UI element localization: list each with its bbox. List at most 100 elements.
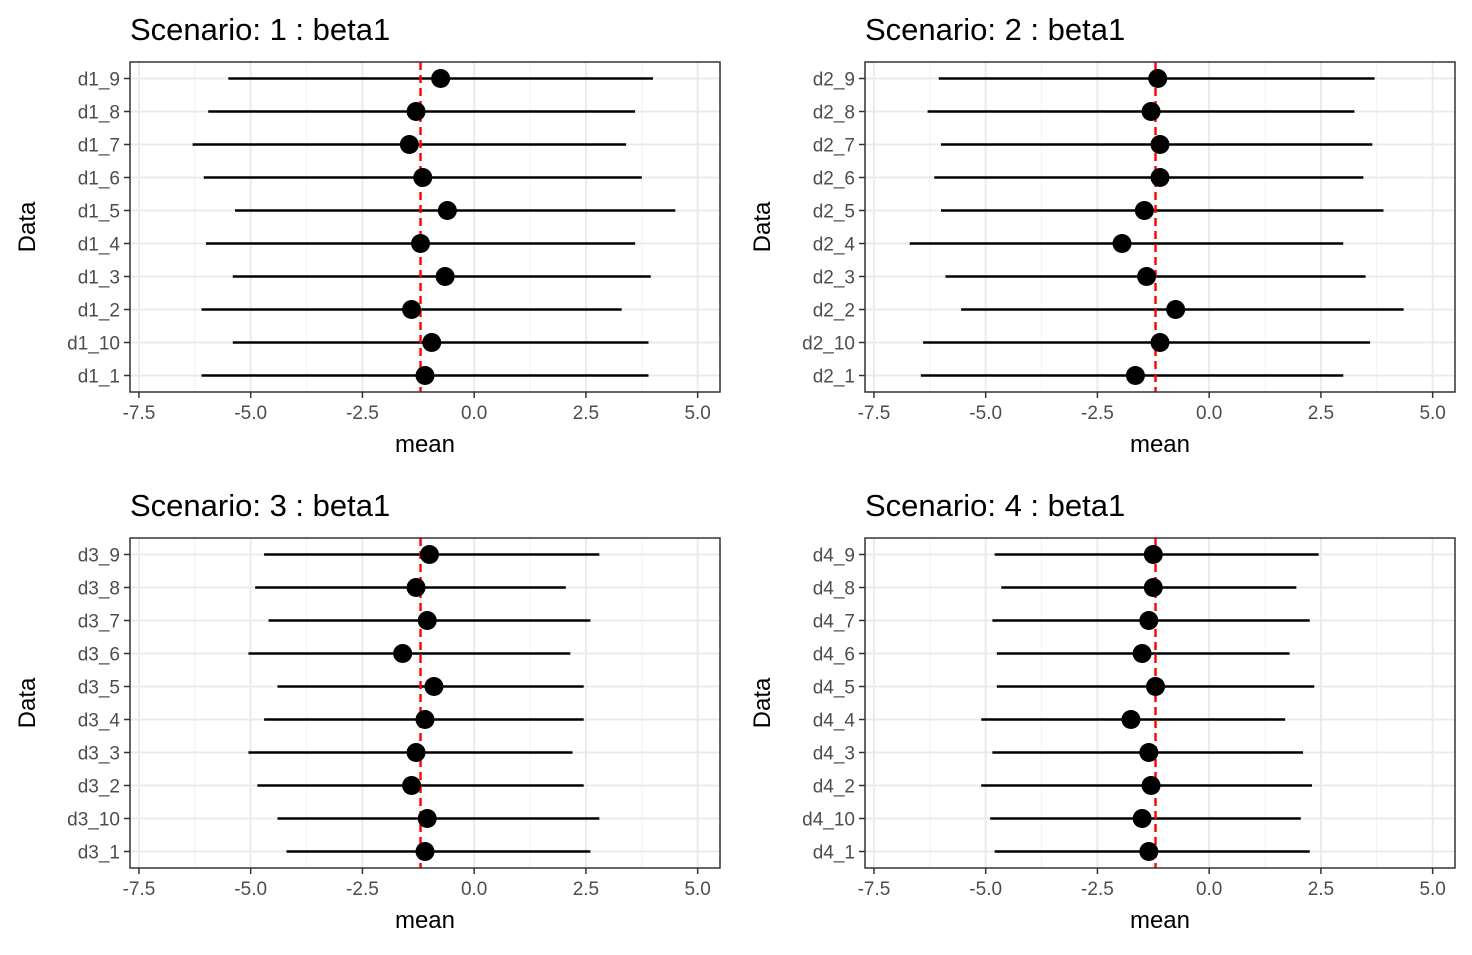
panel-border bbox=[864, 61, 1456, 393]
x-tick-label: 0.0 bbox=[461, 879, 487, 900]
mean-point-d2_1 bbox=[1125, 366, 1145, 385]
x-tick-label: 5.0 bbox=[1419, 879, 1445, 900]
mean-point-d3_2 bbox=[402, 776, 422, 795]
y-tick-label: d3_8 bbox=[78, 579, 120, 600]
mean-point-d3_6 bbox=[393, 644, 413, 663]
y-tick-label: d4_4 bbox=[813, 711, 856, 732]
y-tick-label: d3_2 bbox=[78, 777, 120, 798]
mean-point-d2_2 bbox=[1166, 300, 1186, 319]
y-tick-label: d4_8 bbox=[813, 579, 855, 600]
mean-point-d1_5 bbox=[437, 201, 457, 220]
y-tick-label: d1_3 bbox=[78, 268, 120, 289]
mean-point-d1_8 bbox=[406, 102, 426, 121]
mean-point-d4_8 bbox=[1143, 578, 1163, 597]
y-axis-title: Data bbox=[749, 677, 776, 728]
x-tick-label: -5.0 bbox=[234, 879, 267, 900]
y-tick-label: d2_8 bbox=[813, 103, 855, 124]
y-tick-label: d4_1 bbox=[813, 843, 855, 864]
x-tick-label: -7.5 bbox=[858, 879, 891, 900]
x-tick-label: -5.0 bbox=[969, 879, 1002, 900]
mean-point-d4_9 bbox=[1143, 545, 1163, 564]
y-tick-label: d4_10 bbox=[802, 810, 855, 831]
x-tick-label: 2.5 bbox=[1308, 403, 1334, 424]
x-tick-label: -2.5 bbox=[346, 879, 379, 900]
mean-point-d3_5 bbox=[424, 677, 444, 696]
x-tick-label: -2.5 bbox=[1081, 879, 1114, 900]
y-tick-label: d1_8 bbox=[78, 103, 120, 124]
x-tick-label: 0.0 bbox=[1196, 403, 1222, 424]
y-tick-label: d3_3 bbox=[78, 744, 120, 765]
y-axis-title: Data bbox=[14, 201, 41, 252]
panel-border bbox=[129, 537, 721, 869]
panel-title: Scenario: 1 : beta1 bbox=[130, 12, 390, 47]
mean-point-d1_4 bbox=[411, 234, 431, 253]
mean-point-d3_4 bbox=[415, 710, 435, 729]
mean-point-d2_10 bbox=[1150, 333, 1170, 352]
x-tick-label: 0.0 bbox=[1196, 879, 1222, 900]
y-tick-label: d1_7 bbox=[78, 136, 120, 157]
mean-point-d3_9 bbox=[419, 545, 439, 564]
y-tick-label: d1_9 bbox=[78, 70, 120, 91]
mean-point-d2_9 bbox=[1148, 69, 1168, 88]
x-tick-label: -7.5 bbox=[123, 879, 156, 900]
panel-border bbox=[129, 61, 721, 393]
y-axis-title: Data bbox=[749, 201, 776, 252]
y-tick-label: d3_5 bbox=[78, 678, 120, 699]
y-tick-label: d4_9 bbox=[813, 546, 855, 567]
mean-point-d1_9 bbox=[431, 69, 451, 88]
mean-point-d1_10 bbox=[422, 333, 442, 352]
mean-point-d1_6 bbox=[413, 168, 433, 187]
panel-1: d1_9 d1_8 d1_7 d1_6 d1_5 d1_4 d1_3 d1_2 d1_10 d1_… bbox=[14, 12, 721, 458]
mean-point-d4_6 bbox=[1132, 644, 1152, 663]
mean-point-d1_7 bbox=[399, 135, 419, 154]
panel-title: Scenario: 2 : beta1 bbox=[865, 12, 1125, 47]
mean-point-d4_4 bbox=[1121, 710, 1141, 729]
y-tick-label: d2_7 bbox=[813, 136, 855, 157]
x-tick-label: 5.0 bbox=[684, 403, 710, 424]
x-tick-label: 2.5 bbox=[573, 403, 599, 424]
y-tick-label: d4_6 bbox=[813, 645, 855, 666]
y-tick-label: d3_4 bbox=[78, 711, 121, 732]
x-tick-label: -7.5 bbox=[123, 403, 156, 424]
y-tick-label: d4_7 bbox=[813, 612, 855, 633]
mean-point-d4_2 bbox=[1141, 776, 1161, 795]
mean-point-d2_3 bbox=[1137, 267, 1157, 286]
y-tick-label: d2_9 bbox=[813, 70, 855, 91]
y-tick-label: d1_1 bbox=[78, 367, 120, 388]
x-axis-title: mean bbox=[1130, 907, 1190, 934]
mean-point-d2_5 bbox=[1134, 201, 1154, 220]
panel-2: d2_9 d2_8 d2_7 d2_6 d2_5 d2_4 d2_3 d2_2 d2_10 d2_… bbox=[749, 12, 1456, 458]
y-tick-label: d2_2 bbox=[813, 301, 855, 322]
y-tick-label: d2_6 bbox=[813, 169, 855, 190]
y-tick-label: d2_3 bbox=[813, 268, 855, 289]
panel-3: d3_9 d3_8 d3_7 d3_6 d3_5 d3_4 d3_3 d3_2 d3_10 d3_… bbox=[14, 488, 721, 934]
y-tick-label: d1_10 bbox=[67, 334, 120, 355]
x-axis-title: mean bbox=[395, 431, 455, 458]
x-tick-label: 2.5 bbox=[573, 879, 599, 900]
mean-point-d4_3 bbox=[1139, 743, 1159, 762]
mean-point-d4_5 bbox=[1146, 677, 1166, 696]
y-tick-label: d2_1 bbox=[813, 367, 855, 388]
mean-point-d3_7 bbox=[417, 611, 437, 630]
x-tick-label: 0.0 bbox=[461, 403, 487, 424]
mean-point-d2_4 bbox=[1112, 234, 1132, 253]
x-tick-label: -5.0 bbox=[234, 403, 267, 424]
mean-point-d3_1 bbox=[415, 842, 435, 861]
mean-point-d1_2 bbox=[402, 300, 422, 319]
mean-point-d3_8 bbox=[406, 578, 426, 597]
x-tick-label: 5.0 bbox=[684, 879, 710, 900]
mean-point-d4_1 bbox=[1139, 842, 1159, 861]
y-tick-label: d1_2 bbox=[78, 301, 120, 322]
mean-point-d1_1 bbox=[415, 366, 435, 385]
mean-point-d1_3 bbox=[435, 267, 455, 286]
mean-point-d3_3 bbox=[406, 743, 426, 762]
y-axis-title: Data bbox=[14, 677, 41, 728]
mean-point-d4_10 bbox=[1132, 809, 1152, 828]
panel-border bbox=[864, 537, 1456, 869]
panel-title: Scenario: 3 : beta1 bbox=[130, 488, 390, 523]
y-tick-label: d3_1 bbox=[78, 843, 120, 864]
y-tick-label: d3_10 bbox=[67, 810, 120, 831]
y-tick-label: d1_5 bbox=[78, 202, 120, 223]
